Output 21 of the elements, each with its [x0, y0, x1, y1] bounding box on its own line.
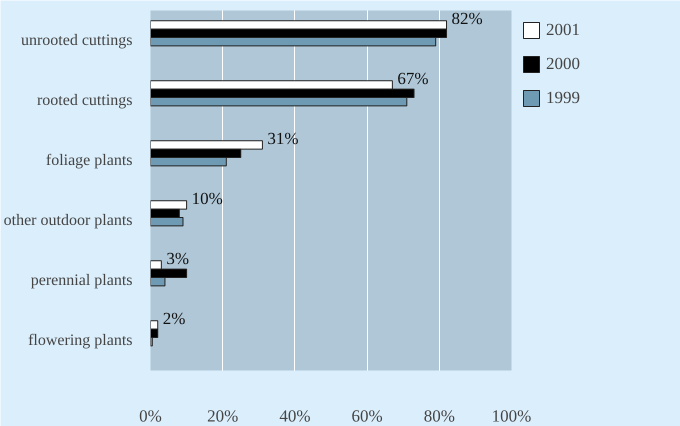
y-tick-label: unrooted cuttings — [20, 32, 133, 49]
data-label: 31% — [267, 128, 299, 148]
y-tick-label: other outdoor plants — [4, 212, 133, 229]
y-tick-label: flowering plants — [28, 332, 132, 349]
data-label: 2% — [162, 308, 186, 328]
data-label: 3% — [166, 248, 189, 268]
x-tick-label: 80% — [424, 406, 455, 426]
data-label: 82% — [452, 8, 483, 28]
y-tick-label: foliage plants — [46, 152, 132, 169]
data-label: 67% — [397, 68, 429, 88]
y-tick-label: rooted cuttings — [36, 92, 133, 109]
legend-label: 2000 — [546, 54, 580, 74]
legend-label: 2001 — [546, 20, 580, 40]
y-tick-label: perennial plants — [30, 272, 133, 289]
data-label: 10% — [192, 188, 223, 208]
x-tick-label: 40% — [279, 406, 310, 426]
x-tick-label: 100% — [492, 406, 532, 426]
x-tick-label: 0% — [139, 406, 162, 426]
x-tick-label: 20% — [207, 406, 238, 426]
legend-label: 1999 — [546, 88, 580, 108]
x-tick-label: 60% — [352, 406, 383, 426]
